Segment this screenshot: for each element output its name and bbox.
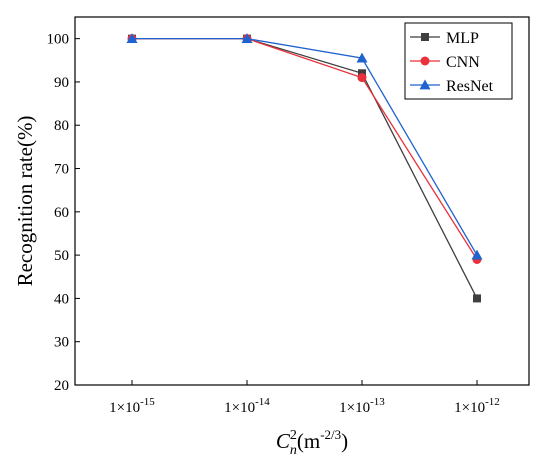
legend-marker-mlp bbox=[421, 33, 429, 41]
legend-label-cnn: CNN bbox=[446, 54, 480, 71]
y-tick-label: 30 bbox=[54, 335, 69, 351]
y-axis-title: Recognition rate(%) bbox=[13, 116, 37, 287]
y-tick-label: 60 bbox=[54, 205, 69, 221]
x-tick-label: 1×10-14 bbox=[224, 396, 270, 416]
data-point-resnet bbox=[471, 249, 483, 260]
data-point-mlp bbox=[473, 294, 481, 303]
y-tick-label: 50 bbox=[54, 248, 69, 264]
x-axis-title-symbol: C bbox=[276, 429, 291, 453]
y-axis: 20 30 40 50 60 70 80 90 100 bbox=[47, 32, 80, 394]
data-point-resnet bbox=[241, 33, 253, 44]
x-tick-label: 1×10-13 bbox=[339, 396, 385, 416]
y-tick-label: 100 bbox=[47, 32, 70, 48]
data-point-cnn bbox=[357, 73, 367, 83]
y-tick-label: 20 bbox=[54, 378, 69, 394]
data-point-resnet bbox=[126, 33, 138, 44]
series-layer bbox=[126, 33, 483, 303]
y-tick-label: 90 bbox=[54, 75, 69, 91]
x-axis-title: C2 n(m-2/3) bbox=[276, 427, 348, 458]
legend-marker-resnet bbox=[419, 79, 431, 90]
x-axis-title-unit-close: ) bbox=[341, 429, 348, 453]
legend: MLP CNN ResNet bbox=[404, 22, 513, 100]
legend-label-mlp: MLP bbox=[446, 30, 479, 47]
y-tick-label: 80 bbox=[54, 118, 69, 134]
legend-label-resnet: ResNet bbox=[446, 78, 494, 95]
legend-marker-cnn bbox=[420, 56, 430, 66]
y-tick-label: 70 bbox=[54, 162, 69, 178]
plot-frame bbox=[74, 16, 530, 386]
y-tick-label: 40 bbox=[54, 291, 69, 307]
series-line-resnet bbox=[132, 37, 478, 256]
data-point-resnet bbox=[356, 52, 368, 63]
x-tick-label: 1×10-15 bbox=[109, 396, 155, 416]
x-tick-label: 1×10-12 bbox=[454, 396, 500, 416]
x-axis-title-sub: n bbox=[290, 443, 297, 458]
x-axis-title-unit-exp: -2/3 bbox=[320, 427, 341, 442]
x-axis: 1×10-15 1×10-14 1×10-13 1×10-12 bbox=[109, 380, 500, 416]
x-axis-title-unit-open: (m bbox=[297, 429, 320, 453]
x-axis-title-sup: 2 bbox=[290, 428, 297, 443]
